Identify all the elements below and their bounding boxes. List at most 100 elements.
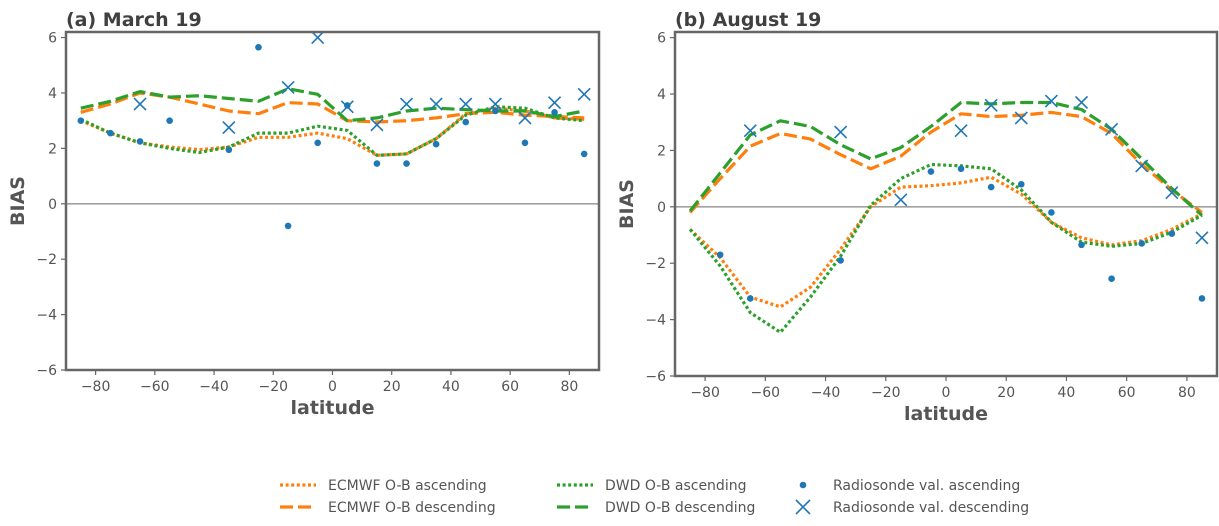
chart-title: (b) August 19 [675, 9, 821, 31]
data-point-rs_desc [1044, 94, 1058, 108]
data-point-rs_desc [954, 124, 968, 138]
data-point-rs_desc [1165, 186, 1179, 200]
legend-label: Radiosonde val. descending [833, 500, 1029, 516]
series-line-dwd_asc [688, 162, 1203, 334]
data-point-rs_asc [1138, 240, 1146, 247]
series-line-dwd_desc [688, 100, 1203, 217]
data-point-rs_desc [459, 97, 473, 111]
data-point-rs_asc [521, 139, 529, 147]
legend-item-ecmwf_asc: ECMWF O-B ascending [280, 478, 487, 494]
legend-swatch [799, 481, 807, 489]
data-point-rs_asc [284, 222, 292, 230]
y-axis-label: BIAS [7, 176, 29, 226]
x-tick-label: 40 [442, 379, 460, 395]
legend-item-dwd_asc: DWD O-B ascending [557, 478, 746, 494]
data-point-rs_desc [1195, 231, 1209, 245]
data-point-rs_asc [580, 150, 588, 158]
data-point-rs_asc [166, 117, 173, 124]
data-point-rs_desc [133, 97, 147, 111]
y-tick-label: 0 [48, 197, 57, 213]
data-point-rs_desc [1135, 159, 1149, 173]
x-tick-label: −60 [751, 385, 781, 401]
data-point-rs_asc [255, 43, 262, 51]
y-axis-label: BIAS [616, 179, 638, 229]
data-point-rs_asc [373, 160, 381, 167]
x-tick-label: 60 [1118, 385, 1136, 401]
y-tick-label: −6 [36, 363, 57, 379]
data-point-rs_asc [107, 129, 114, 137]
x-tick-label: 0 [942, 385, 951, 401]
data-point-rs_desc [429, 97, 443, 111]
data-point-rs_desc [518, 111, 532, 125]
x-tick-label: 20 [997, 385, 1015, 401]
data-point-rs_asc [1078, 241, 1085, 249]
data-point-rs_desc [743, 124, 757, 138]
data-point-rs_asc [77, 117, 85, 124]
legend: ECMWF O-B ascending ECMWF O-B descending D… [280, 478, 1029, 516]
x-tick-label: 0 [328, 379, 337, 395]
y-tick-label: 4 [48, 86, 57, 102]
legend-item-rs_asc: Radiosonde val. ascending [799, 478, 1020, 494]
data-point-rs_asc [837, 257, 844, 264]
legend-item-rs_desc: Radiosonde val. descending [795, 499, 1029, 516]
legend-label: ECMWF O-B descending [328, 500, 496, 516]
data-point-rs_desc [222, 121, 236, 135]
x-tick-label: −20 [871, 385, 901, 401]
data-point-rs_asc [957, 165, 965, 173]
x-axis-label: latitude [290, 397, 374, 419]
chart-title: (a) March 19 [66, 9, 202, 31]
x-tick-label: 60 [501, 379, 519, 395]
y-tick-label: 2 [48, 141, 57, 157]
series-line-ecmwf_desc [80, 91, 585, 124]
data-point-rs_asc [1048, 209, 1055, 216]
data-point-rs_desc [577, 87, 591, 101]
data-point-rs_asc [716, 251, 724, 259]
legend-label: DWD O-B descending [605, 500, 755, 516]
x-axis-label: latitude [904, 403, 988, 425]
legend-label: DWD O-B ascending [605, 478, 746, 494]
data-point-rs_asc [1198, 295, 1206, 302]
y-tick-label: −2 [645, 256, 666, 272]
x-tick-label: 80 [560, 379, 578, 395]
y-tick-label: −4 [645, 313, 666, 329]
data-point-rs_desc [1074, 95, 1089, 110]
y-tick-label: 6 [48, 31, 57, 47]
data-point-rs_desc [340, 100, 354, 114]
y-tick-label: 2 [657, 143, 666, 159]
data-point-rs_asc [492, 107, 499, 115]
x-tick-label: 40 [1058, 385, 1076, 401]
data-point-rs_asc [746, 295, 754, 302]
data-point-rs_desc [1014, 111, 1028, 125]
y-tick-label: −4 [36, 308, 57, 324]
data-point-rs_desc [984, 98, 998, 112]
data-point-rs_asc [1108, 275, 1115, 283]
x-tick-label: −80 [690, 385, 720, 401]
legend-item-ecmwf_desc: ECMWF O-B descending [280, 500, 496, 516]
series-line-dwd_desc [80, 87, 585, 123]
x-tick-label: −20 [259, 379, 289, 395]
y-tick-label: −2 [36, 252, 57, 268]
plot-frame [64, 30, 601, 372]
x-tick-label: −60 [140, 379, 170, 395]
data-point-rs_desc [894, 193, 908, 207]
data-point-rs_asc [1017, 180, 1025, 188]
data-point-rs_desc [399, 97, 414, 111]
data-point-rs_desc [1105, 122, 1119, 136]
x-tick-label: −40 [811, 385, 841, 401]
series-line-ecmwf_desc [688, 110, 1203, 214]
data-point-rs_desc [281, 80, 295, 94]
data-point-rs_desc [488, 97, 502, 111]
data-point-rs_asc [1168, 230, 1176, 237]
plot-frame [673, 30, 1219, 378]
legend-label: ECMWF O-B ascending [328, 478, 487, 494]
data-point-rs_asc [136, 138, 144, 145]
data-point-rs_desc [834, 125, 848, 139]
data-point-rs_asc [551, 109, 558, 116]
x-tick-label: −80 [81, 379, 111, 395]
data-point-rs_asc [314, 139, 321, 147]
legend-item-dwd_desc: DWD O-B descending [557, 500, 755, 516]
